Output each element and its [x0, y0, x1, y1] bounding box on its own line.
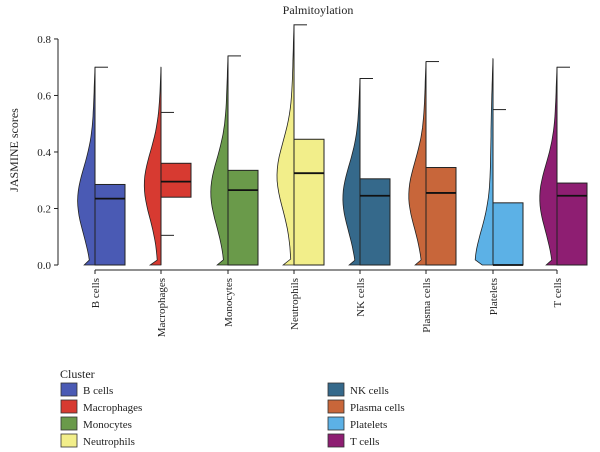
- legend-item-plasma-cells: Plasma cells: [327, 399, 405, 414]
- violin-shape: [539, 66, 558, 266]
- box: [425, 167, 457, 266]
- legend-item-nk-cells: NK cells: [327, 382, 389, 397]
- y-axis-label: JASMINE scores: [7, 108, 21, 192]
- legend-item-monocytes: Monocytes: [60, 416, 132, 431]
- box: [94, 183, 126, 266]
- legend-swatch: [60, 433, 78, 448]
- violin-shape: [143, 66, 162, 266]
- violin-group-platelets: Platelets: [474, 58, 524, 315]
- y-tick-label: 0.0: [37, 260, 51, 272]
- legend-label: Platelets: [350, 419, 387, 431]
- box: [492, 202, 524, 266]
- legend-item-platelets: Platelets: [327, 416, 387, 431]
- violin-shape: [77, 66, 96, 266]
- legend-item-neutrophils: Neutrophils: [60, 433, 135, 448]
- violin-shape: [408, 60, 427, 266]
- legend-label: Neutrophils: [83, 436, 135, 448]
- box: [227, 169, 259, 266]
- box: [293, 138, 325, 266]
- legend-swatch: [327, 399, 345, 414]
- legend-swatch: [60, 399, 78, 414]
- legend-label: Monocytes: [83, 419, 132, 431]
- violin-group-t-cells: T cells: [539, 66, 588, 307]
- y-tick-label: 0.6: [37, 90, 51, 102]
- x-tick-label: Plasma cells: [421, 278, 433, 333]
- legend-swatch: [327, 382, 345, 397]
- x-tick-label: Neutrophils: [289, 278, 301, 330]
- violin-shape: [276, 24, 295, 266]
- legend-item-b-cells: B cells: [60, 382, 113, 397]
- legend-swatch: [60, 382, 78, 397]
- violin-shape: [474, 58, 494, 266]
- violin-group-nk-cells: NK cells: [342, 78, 391, 317]
- legend-label: NK cells: [350, 385, 389, 397]
- violin-group-b-cells: B cells: [77, 66, 126, 308]
- box: [556, 182, 588, 266]
- legend-title: Cluster: [60, 367, 95, 381]
- x-tick-label: Platelets: [488, 278, 500, 315]
- legend-label: T cells: [350, 436, 379, 448]
- x-tick-label: Monocytes: [223, 278, 235, 327]
- box: [160, 162, 192, 198]
- legend-swatch: [60, 416, 78, 431]
- legend-label: B cells: [83, 385, 113, 397]
- chart-title: Palmitoylation: [283, 3, 354, 17]
- x-tick-label: B cells: [90, 278, 102, 308]
- x-tick-label: NK cells: [355, 278, 367, 317]
- x-tick-label: Macrophages: [156, 278, 168, 337]
- violin-shape: [210, 55, 229, 266]
- legend-item-macrophages: Macrophages: [60, 399, 142, 414]
- violin-group-monocytes: Monocytes: [210, 55, 259, 327]
- violin-group-neutrophils: Neutrophils: [276, 24, 325, 330]
- y-tick-label: 0.4: [37, 147, 51, 159]
- y-tick-label: 0.8: [37, 34, 51, 46]
- legend-item-t-cells: T cells: [327, 433, 379, 448]
- legend: B cells Macrophages Monocytes Neutrophils NK…: [60, 382, 405, 448]
- legend-swatch: [327, 416, 345, 431]
- violin-group-macrophages: Macrophages: [143, 66, 192, 337]
- x-tick-label: T cells: [552, 278, 564, 307]
- y-tick-label: 0.2: [37, 203, 51, 215]
- box: [359, 178, 391, 266]
- plot-area: 0.0 0.2 0.4 0.6 0.8 B cells Macrophages Monocyt…: [37, 24, 588, 337]
- violin-shape: [342, 78, 361, 266]
- legend-swatch: [327, 433, 345, 448]
- violin-group-plasma-cells: Plasma cells: [408, 60, 457, 333]
- legend-label: Plasma cells: [350, 402, 405, 414]
- legend-label: Macrophages: [83, 402, 142, 414]
